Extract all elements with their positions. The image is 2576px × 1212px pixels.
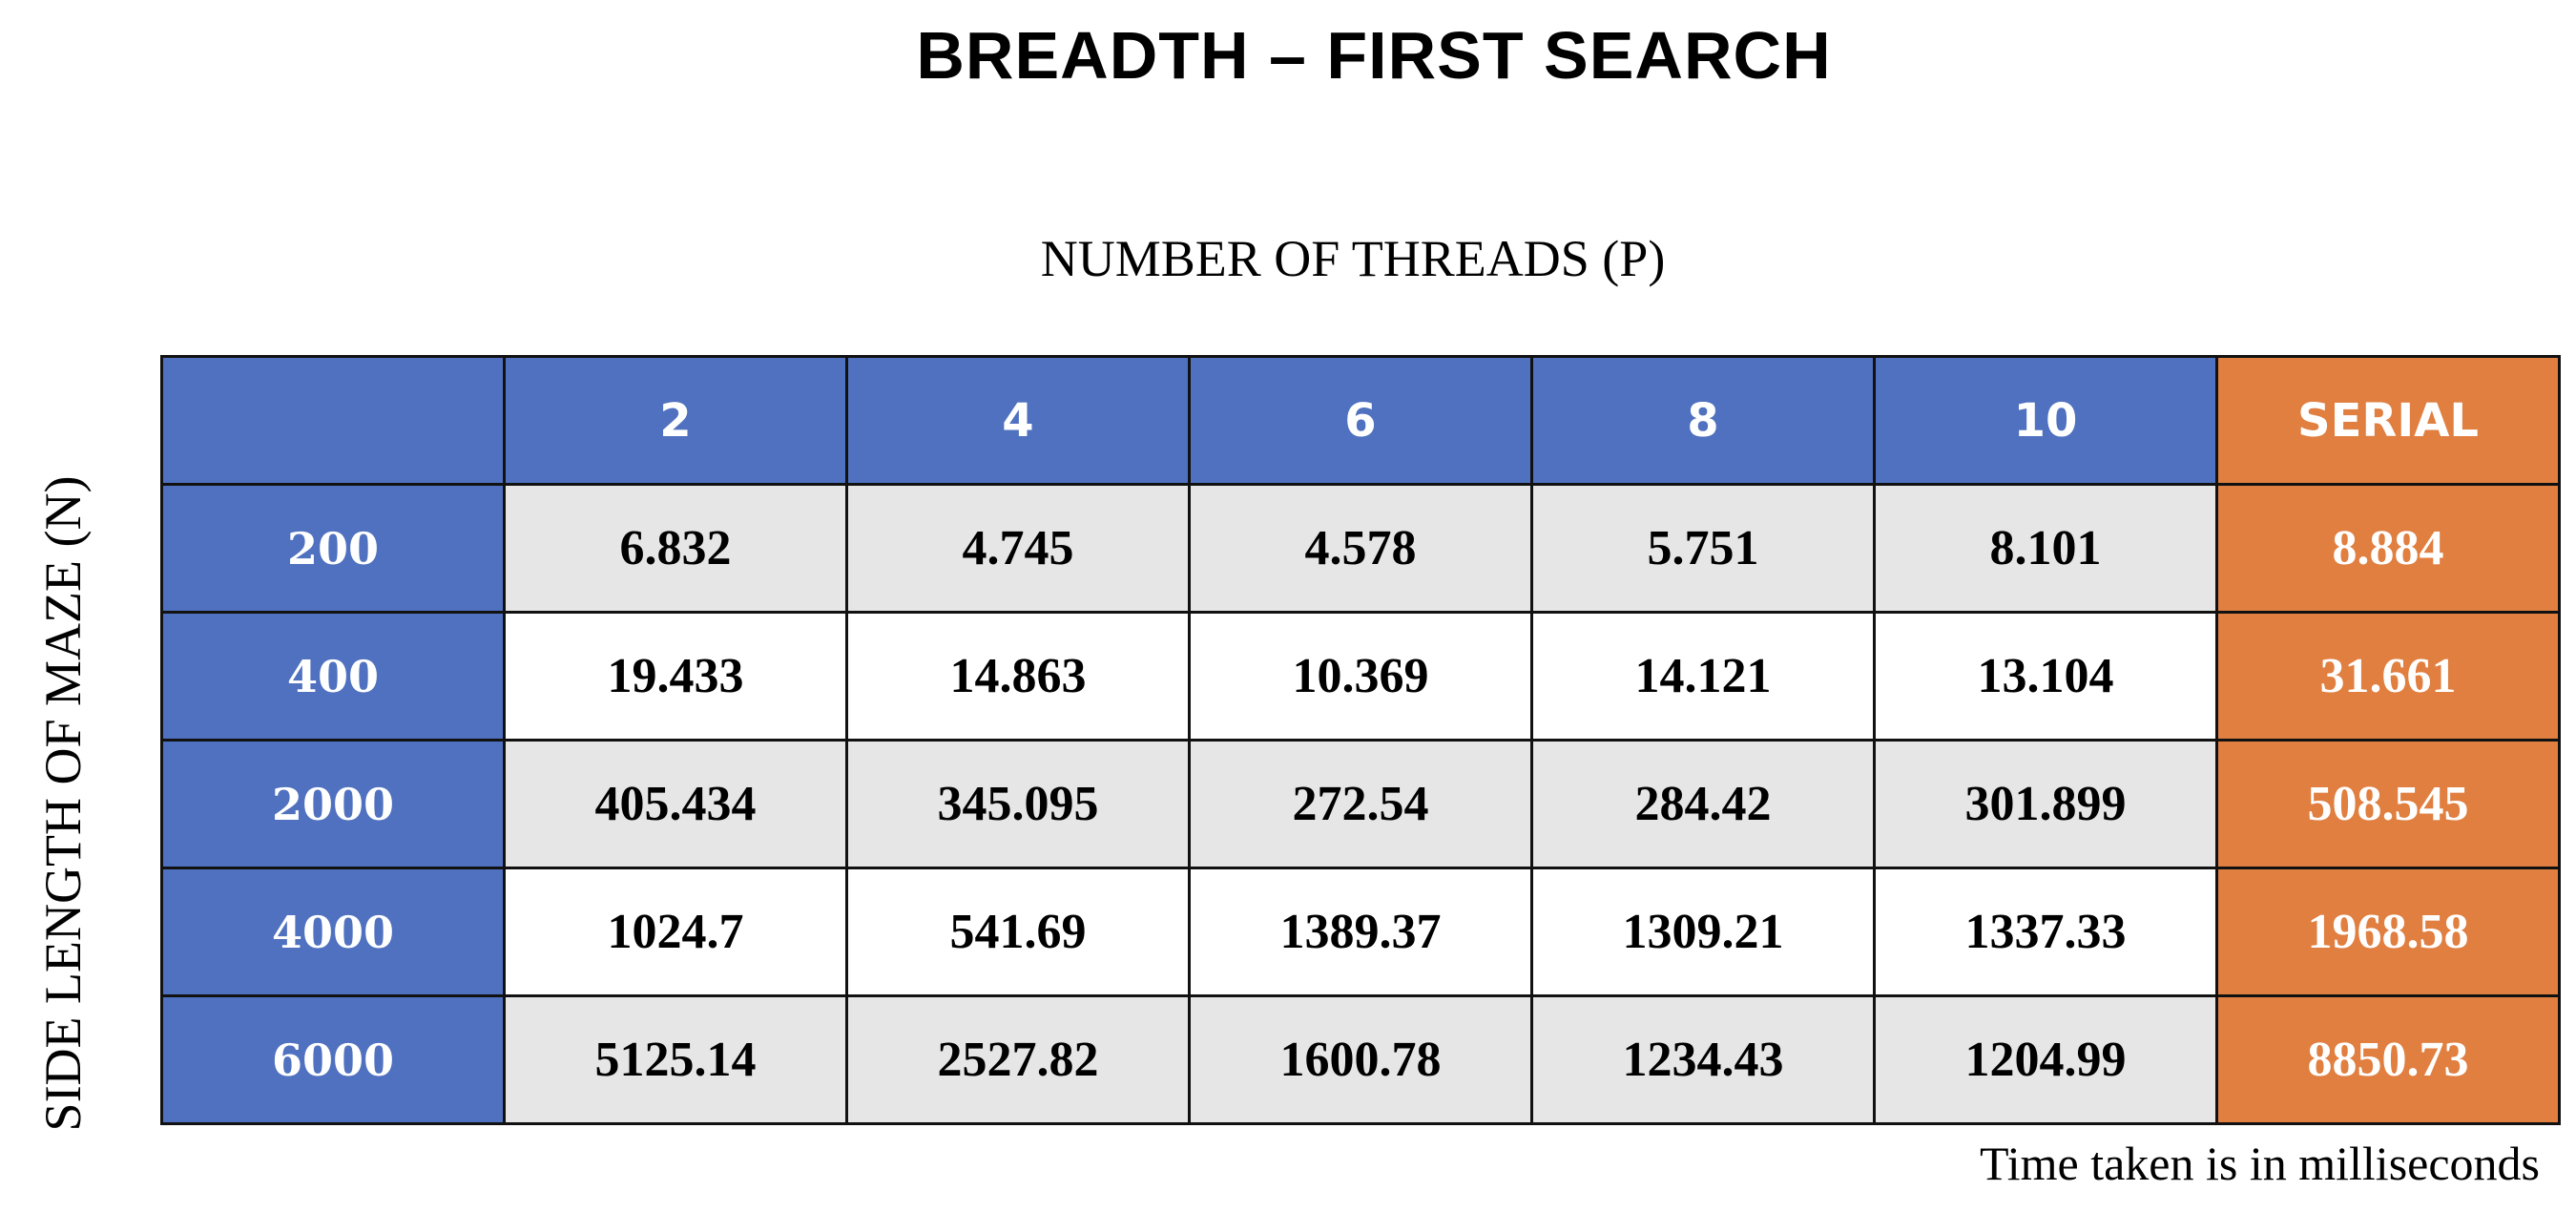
- table-row: 400 19.433 14.863 10.369 14.121 13.104 3…: [160, 611, 2561, 742]
- header-row: 2 4 6 8 10 SERIAL: [160, 355, 2561, 486]
- data-cell: 1234.43: [1530, 994, 1876, 1125]
- serial-cell: 1968.58: [2215, 867, 2561, 997]
- row-header: 400: [160, 611, 506, 742]
- data-cell: 1024.7: [503, 867, 848, 997]
- data-cell: 405.434: [503, 739, 848, 869]
- row-header: 6000: [160, 994, 506, 1125]
- data-cell: 1337.33: [1873, 867, 2218, 997]
- data-cell: 6.832: [503, 483, 848, 614]
- data-cell: 1309.21: [1530, 867, 1876, 997]
- column-header: 10: [1873, 355, 2218, 486]
- table-row: 2000 405.434 345.095 272.54 284.42 301.8…: [160, 739, 2561, 869]
- column-header: 8: [1530, 355, 1876, 486]
- column-header: 2: [503, 355, 848, 486]
- data-cell: 8.101: [1873, 483, 2218, 614]
- data-cell: 1204.99: [1873, 994, 2218, 1125]
- serial-column-header: SERIAL: [2215, 355, 2561, 486]
- row-header: 200: [160, 483, 506, 614]
- serial-cell: 8850.73: [2215, 994, 2561, 1125]
- data-cell: 10.369: [1188, 611, 1533, 742]
- row-header: 4000: [160, 867, 506, 997]
- units-note: Time taken is in milliseconds: [1979, 1137, 2540, 1190]
- data-cell: 1389.37: [1188, 867, 1533, 997]
- data-cell: 19.433: [503, 611, 848, 742]
- chart-title: BREADTH – FIRST SEARCH: [916, 18, 1832, 93]
- serial-cell: 31.661: [2215, 611, 2561, 742]
- data-cell: 284.42: [1530, 739, 1876, 869]
- data-cell: 4.745: [845, 483, 1191, 614]
- data-cell: 13.104: [1873, 611, 2218, 742]
- row-axis-label: SIDE LENGTH OF MAZE (N): [34, 475, 92, 1132]
- data-cell: 14.121: [1530, 611, 1876, 742]
- table-row: 4000 1024.7 541.69 1389.37 1309.21 1337.…: [160, 867, 2561, 997]
- table-row: 6000 5125.14 2527.82 1600.78 1234.43 120…: [160, 994, 2561, 1125]
- results-table: 2 4 6 8 10 SERIAL 200 6.832 4.745 4.578 …: [160, 355, 2561, 1125]
- data-cell: 5.751: [1530, 483, 1876, 614]
- data-cell: 345.095: [845, 739, 1191, 869]
- data-cell: 541.69: [845, 867, 1191, 997]
- data-cell: 301.899: [1873, 739, 2218, 869]
- serial-cell: 508.545: [2215, 739, 2561, 869]
- table-row: 200 6.832 4.745 4.578 5.751 8.101 8.884: [160, 483, 2561, 614]
- data-cell: 5125.14: [503, 994, 848, 1125]
- row-header: 2000: [160, 739, 506, 869]
- data-cell: 2527.82: [845, 994, 1191, 1125]
- serial-cell: 8.884: [2215, 483, 2561, 614]
- data-cell: 272.54: [1188, 739, 1533, 869]
- data-cell: 4.578: [1188, 483, 1533, 614]
- column-header: 6: [1188, 355, 1533, 486]
- corner-cell: [160, 355, 506, 486]
- column-axis-label: NUMBER OF THREADS (P): [1040, 230, 1666, 287]
- data-cell: 1600.78: [1188, 994, 1533, 1125]
- data-cell: 14.863: [845, 611, 1191, 742]
- column-header: 4: [845, 355, 1191, 486]
